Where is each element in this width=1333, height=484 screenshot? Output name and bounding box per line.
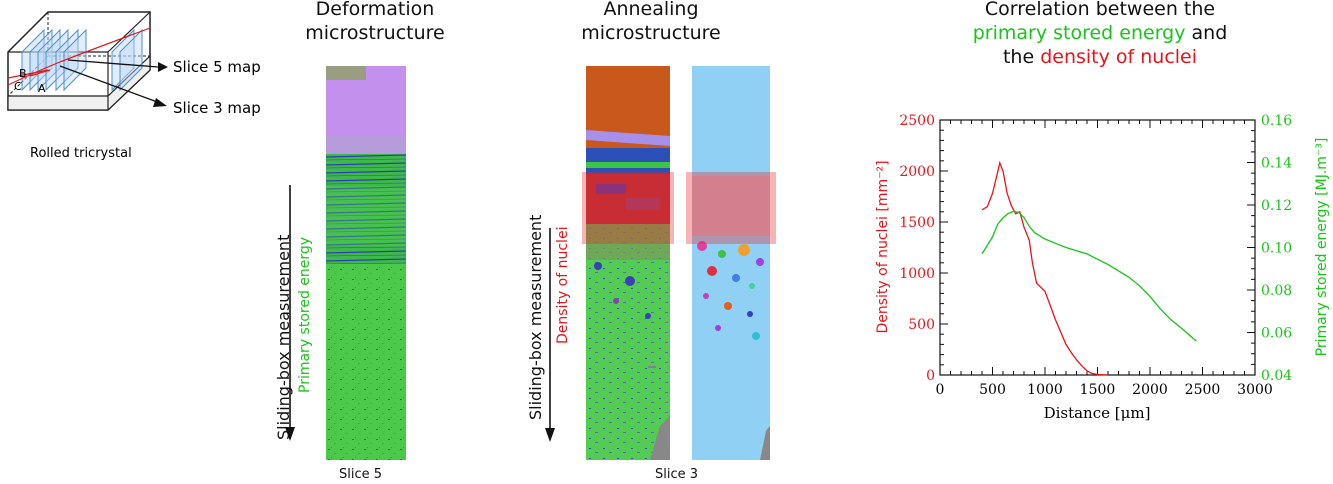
slice5-label: Slice 5 xyxy=(339,467,383,482)
title-red-part: density of nuclei xyxy=(1040,46,1198,68)
deformation-down-arrow xyxy=(285,185,295,441)
right-tick-label: 0.12 xyxy=(1261,198,1292,214)
left-tick-label: 0 xyxy=(926,368,935,384)
chart-plot-area xyxy=(939,119,1256,376)
slice5-micrograph xyxy=(326,66,406,460)
correlation-chart: 0 500 1000 1500 2000 2500 3000 0 500 1000 1500 2000… xyxy=(875,113,1330,422)
x-tick-label: 1500 xyxy=(1080,382,1116,398)
chart-left-axis-label: Density of nuclei [mm⁻²] xyxy=(875,160,891,333)
x-tick-label: 0 xyxy=(936,382,945,398)
stored-energy-line xyxy=(981,210,1197,342)
title-the: the xyxy=(1002,46,1041,68)
slice3-map-label: Slice 3 map xyxy=(173,99,261,117)
slice3-red-band xyxy=(582,172,674,244)
grain-label-c: C xyxy=(14,80,22,93)
left-tick-label: 2500 xyxy=(899,113,935,129)
right-tick-label: 0.04 xyxy=(1261,368,1292,384)
x-tick-label: 2000 xyxy=(1132,382,1168,398)
correlation-title-line1: Correlation between the xyxy=(984,0,1216,20)
title-and: and xyxy=(1185,22,1228,44)
slice3-label: Slice 3 xyxy=(655,467,699,482)
tricrystal-diagram: B C A Slice 5 map Slice 3 map Rolled tri… xyxy=(7,11,261,161)
grain-label-b: B xyxy=(19,67,27,80)
right-tick-label: 0.06 xyxy=(1261,326,1292,342)
schematic-panel: B C A Slice 5 map Slice 3 map Rolled tri… xyxy=(0,0,290,170)
deformation-title-line2: microstructure xyxy=(305,22,445,44)
x-tick-label: 500 xyxy=(979,382,1006,398)
x-tick-label: 2500 xyxy=(1185,382,1221,398)
deformation-title-line1: Deformation xyxy=(315,0,435,20)
slice3-nuclei-map xyxy=(692,66,770,460)
annealing-down-arrow xyxy=(545,228,555,442)
right-tick-label: 0.14 xyxy=(1261,156,1292,172)
chart-x-axis-label: Distance [μm] xyxy=(1044,404,1151,422)
correlation-title-line3: the density of nuclei xyxy=(900,45,1300,69)
left-tick-label: 1000 xyxy=(899,266,935,282)
grain-label-a: A xyxy=(38,82,46,95)
nuclei-red-band xyxy=(686,172,776,244)
left-tick-label: 2000 xyxy=(899,164,935,180)
nuclei-density-line xyxy=(981,160,1109,376)
slice5-map-label: Slice 5 map xyxy=(173,58,261,76)
right-tick-label: 0.16 xyxy=(1261,113,1292,129)
chart-right-axis-label: Primary stored energy [MJ.m⁻³] xyxy=(1314,138,1330,357)
deformation-title: Deformation microstructure xyxy=(290,0,460,45)
left-tick-label: 1500 xyxy=(899,215,935,231)
x-tick-label: 1000 xyxy=(1027,382,1063,398)
left-tick-label: 500 xyxy=(908,317,935,333)
right-tick-label: 0.10 xyxy=(1261,241,1292,257)
correlation-title: Correlation between the primary stored e… xyxy=(900,0,1300,69)
annealing-title: Annealing microstructure xyxy=(576,0,726,45)
correlation-title-line2: primary stored energy and xyxy=(900,21,1300,45)
slice3-orientation-map xyxy=(586,66,670,460)
schematic-caption: Rolled tricrystal xyxy=(30,146,132,161)
right-tick-label: 0.08 xyxy=(1261,283,1292,299)
x-tick-label: 3000 xyxy=(1237,382,1273,398)
annealing-title-line1: Annealing xyxy=(603,0,699,20)
title-green-part: primary stored energy xyxy=(972,22,1186,44)
annealing-title-line2: microstructure xyxy=(581,22,721,44)
